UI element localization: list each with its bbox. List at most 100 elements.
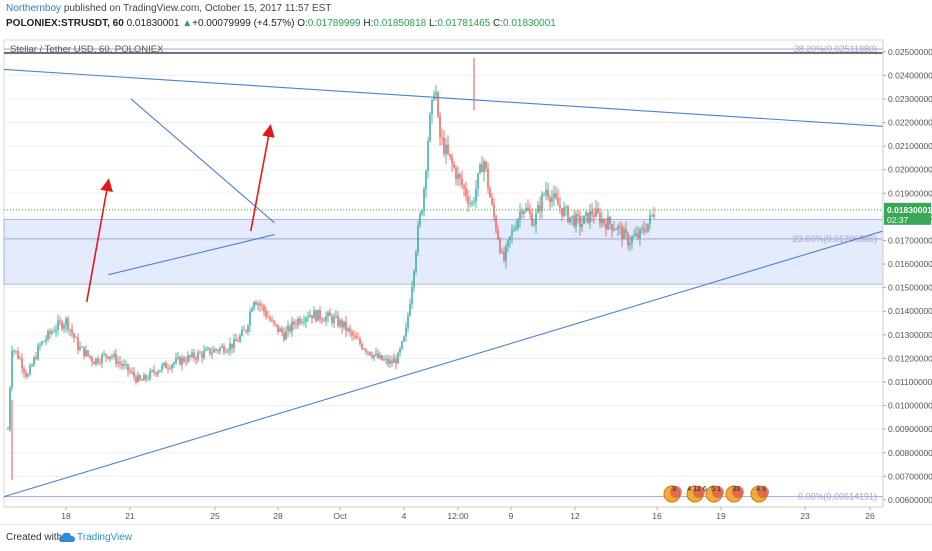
candle-body: [427, 141, 429, 172]
candle-body: [545, 189, 547, 195]
chart-title: Stellar / Tether USD, 60, POLONIEX: [10, 44, 164, 55]
candle-body: [533, 224, 535, 226]
candle-body: [565, 206, 567, 208]
candle-body: [57, 320, 59, 330]
candle-body: [611, 224, 613, 231]
x-tick-label: 9: [509, 511, 514, 521]
high-value: 0.01850818: [373, 18, 427, 29]
candle-body: [479, 164, 481, 174]
candle-body: [379, 355, 381, 359]
candle-body: [145, 375, 147, 379]
candle-body: [259, 303, 261, 306]
candle-body: [495, 216, 497, 231]
candle-body: [165, 362, 167, 369]
candle-body: [11, 351, 13, 388]
candle-body: [615, 229, 617, 231]
candle-body: [37, 345, 39, 360]
y-tick-label: 0.01300000: [888, 330, 932, 340]
open-value: 0.01789999: [307, 18, 361, 29]
candle-body: [279, 328, 281, 332]
candle-body: [199, 352, 201, 354]
candle-body: [297, 318, 299, 325]
candle-body: [539, 205, 541, 212]
candle-body: [45, 339, 47, 342]
candle-body: [411, 286, 413, 304]
author-link[interactable]: Northernboy: [6, 3, 62, 14]
candle-body: [139, 375, 141, 380]
candle-body: [265, 311, 267, 317]
candle-body: [171, 364, 173, 369]
candle-body: [477, 173, 479, 189]
y-tick-label: 0.02400000: [888, 70, 932, 80]
candle-body: [133, 371, 135, 377]
candle-body: [577, 213, 579, 217]
candle-body: [141, 379, 143, 381]
candle-body: [489, 188, 491, 198]
candle-body: [277, 324, 279, 332]
candle-body: [597, 208, 599, 213]
y-tick-label: 0.02500000: [888, 47, 932, 57]
chart-header: Northernboy published on TradingView.com…: [0, 0, 932, 40]
candle-body: [407, 315, 409, 328]
badge-count: 5 1: [711, 486, 721, 493]
candle-body: [473, 201, 475, 203]
y-tick-label: 0.01000000: [888, 401, 932, 411]
candle-body: [19, 358, 21, 360]
candle-body: [507, 240, 509, 247]
candle-body: [435, 92, 437, 96]
fib-label: 38.20%(0.02511880): [794, 44, 877, 54]
candle-body: [127, 364, 129, 372]
arrows: [85, 124, 275, 302]
candle-body: [381, 355, 383, 361]
candle-body: [467, 196, 469, 204]
candle-body: [13, 350, 15, 352]
badge-count: 4 3: [756, 486, 766, 493]
y-tick-label: 0.01900000: [888, 188, 932, 198]
price-chart[interactable]: 38.20%(0.02511880) 23.60%(0.01706586) 0.00…: [0, 0, 932, 524]
candle-body: [583, 215, 585, 224]
candle-body: [283, 332, 285, 340]
candle-body: [103, 353, 105, 355]
tradingview-cloud-icon: [59, 532, 75, 542]
y-tick-label: 0.02300000: [888, 94, 932, 104]
candle-body: [513, 229, 515, 231]
candle-body: [459, 173, 461, 179]
tradingview-brand[interactable]: TradingView: [77, 532, 133, 543]
candle-body: [445, 144, 447, 155]
candle-body: [333, 316, 335, 323]
y-tick-label: 0.00700000: [888, 471, 932, 481]
candle-body: [315, 310, 317, 321]
created-with-label: Created with: [6, 532, 63, 543]
candle-body: [157, 371, 159, 375]
x-tick-label: 12: [570, 511, 580, 521]
price-tag-value: 0.01830001: [887, 205, 932, 215]
candle-body: [529, 210, 531, 214]
symbol-label: POLONIEX:STRUSDT, 60: [6, 18, 124, 29]
candle-body: [339, 320, 341, 326]
candle-body: [193, 352, 195, 359]
candle-body: [443, 137, 445, 155]
candle-body: [633, 235, 635, 237]
candle-body: [499, 238, 501, 253]
candle-body: [313, 310, 315, 319]
candle-body: [33, 357, 35, 365]
candle-body: [415, 252, 417, 272]
candle-body: [197, 352, 199, 360]
candle-body: [123, 364, 125, 367]
candle-body: [51, 331, 53, 334]
candle-body: [223, 346, 225, 353]
candle-body: [311, 315, 313, 319]
candle-body: [75, 337, 77, 339]
published-text: published on TradingView.com, October 15…: [63, 3, 332, 14]
candle-body: [353, 335, 355, 337]
candle-body: [257, 303, 259, 305]
candle-body: [603, 219, 605, 224]
candle-body: [397, 352, 399, 364]
candle-body: [73, 333, 75, 338]
fib-levels: 38.20%(0.02511880) 23.60%(0.01706586) 0.00…: [4, 44, 883, 502]
publish-line: Northernboy published on TradingView.com…: [6, 3, 331, 14]
candle-body: [623, 229, 625, 240]
candle-body: [153, 370, 155, 373]
candle-body: [383, 359, 385, 361]
candle-body: [517, 219, 519, 228]
